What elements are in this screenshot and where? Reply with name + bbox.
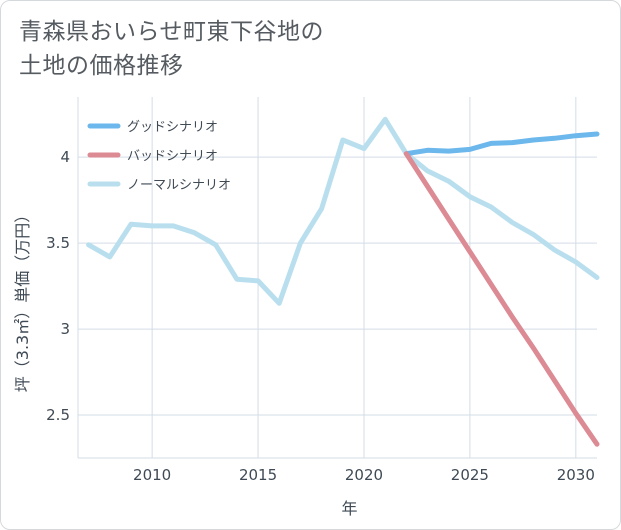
y-tick-label: 2.5 <box>46 406 70 424</box>
series-line-2 <box>86 116 600 306</box>
x-tick-label: 2030 <box>557 466 595 484</box>
x-tick-label: 2010 <box>133 466 171 484</box>
legend-label-0: グッドシナリオ <box>127 120 218 135</box>
chart-title-line-2: 土地の価格推移 <box>19 53 184 79</box>
x-tick-label: 2020 <box>345 466 383 484</box>
series-line-1 <box>403 151 600 447</box>
y-tick-label: 3.5 <box>46 234 70 252</box>
x-axis-title: 年 <box>341 499 357 518</box>
series-line-0 <box>403 131 600 157</box>
chart-title: 青森県おいらせ町東下谷地の 土地の価格推移 <box>19 15 439 83</box>
axes: 2.5 3 3.5 4 2010 2015 2020 2025 2030 年 坪（3.3㎡）単価（万… <box>13 148 595 518</box>
legend-label-2: ノーマルシナリオ <box>127 178 231 193</box>
x-tick-label: 2015 <box>239 466 277 484</box>
x-tick-label: 2025 <box>451 466 489 484</box>
y-tick-label: 4 <box>60 148 70 166</box>
series-lines <box>86 116 600 447</box>
chart-title-line-1: 青森県おいらせ町東下谷地の <box>19 19 325 45</box>
legend-label-1: バッドシナリオ <box>127 149 218 164</box>
y-axis-title: 坪（3.3㎡）単価（万円） <box>13 207 32 392</box>
y-tick-label: 3 <box>60 320 70 338</box>
